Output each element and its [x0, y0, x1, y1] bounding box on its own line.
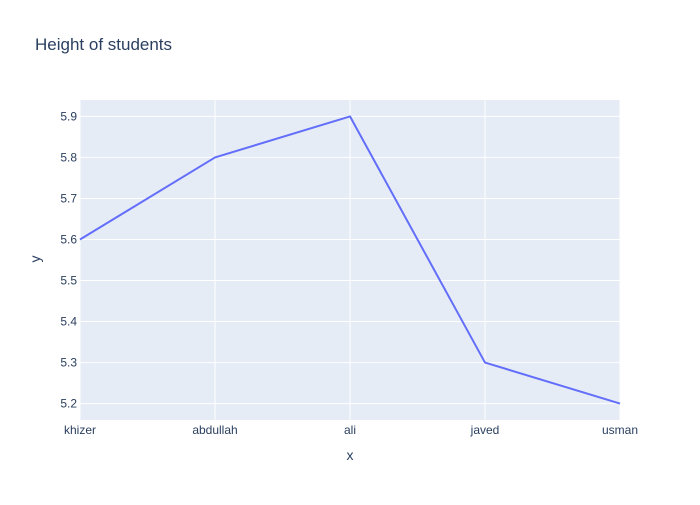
y-axis-title: y	[27, 256, 43, 263]
gridlines	[79, 100, 621, 420]
y-tick-label: 5.8	[60, 150, 77, 164]
tick-labels: 5.2 5.3 5.4 5.5 5.6 5.7 5.8 5.9 khizer abdullah al…	[60, 109, 638, 437]
y-tick-label: 5.9	[60, 109, 77, 123]
x-tick-label: khizer	[64, 423, 96, 437]
x-tick-label: usman	[602, 423, 638, 437]
series-line	[79, 115, 621, 405]
x-tick-label: abdullah	[192, 423, 237, 437]
y-tick-label: 5.4	[60, 315, 77, 329]
x-tick-label: ali	[344, 423, 356, 437]
y-tick-label: 5.7	[60, 191, 77, 205]
series-layer	[79, 115, 621, 405]
x-tick-label: javed	[470, 423, 500, 437]
chart-title: Height of students	[35, 35, 172, 54]
y-tick-label: 5.5	[60, 274, 77, 288]
y-tick-label: 5.6	[60, 232, 77, 246]
x-axis-title: x	[347, 447, 354, 463]
y-tick-label: 5.2	[60, 397, 77, 411]
y-tick-label: 5.3	[60, 356, 77, 370]
